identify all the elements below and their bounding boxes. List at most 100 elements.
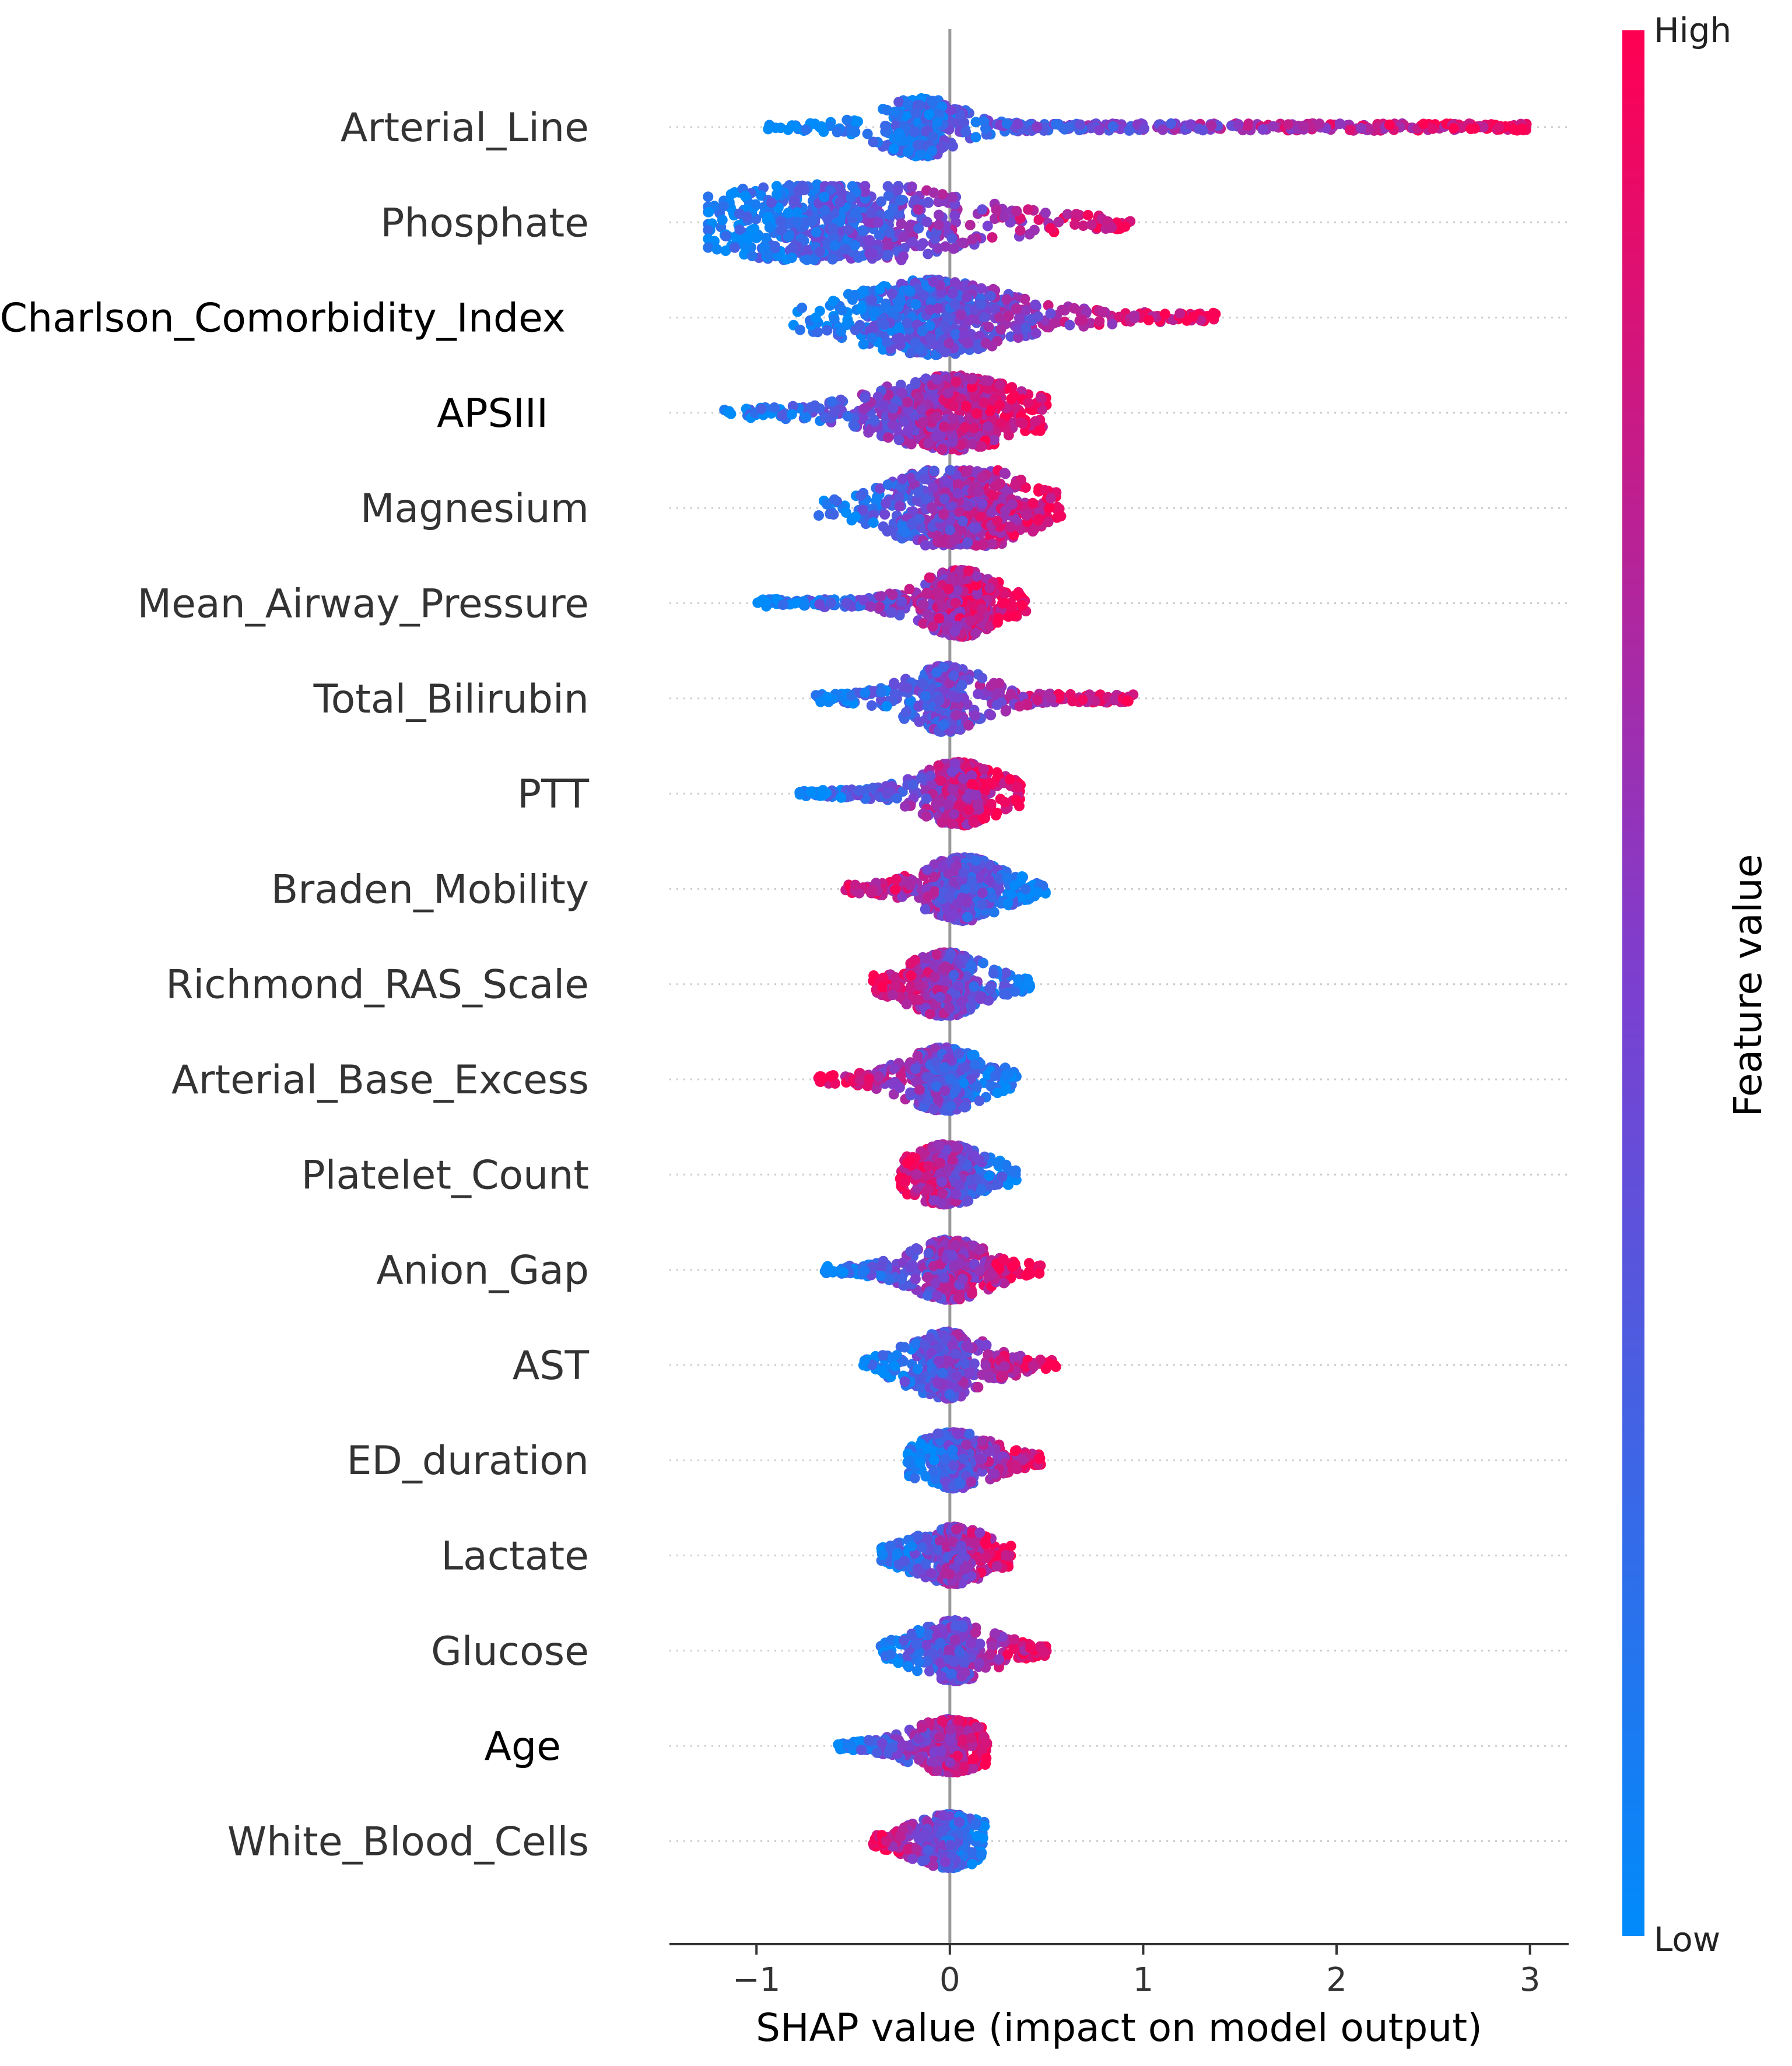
shap-point [995, 324, 1007, 335]
shap-point [1050, 119, 1061, 129]
shap-point [873, 217, 884, 228]
shap-point [825, 598, 836, 608]
shap-point [881, 701, 892, 712]
shap-point [963, 565, 974, 576]
shap-point [913, 391, 924, 402]
shap-point [1008, 611, 1019, 622]
shap-point [1032, 121, 1043, 132]
shap-point [756, 404, 767, 415]
shap-point [954, 574, 965, 585]
shap-point [924, 109, 935, 120]
shap-point [760, 597, 771, 608]
shap-point [734, 224, 745, 235]
shap-point [834, 197, 846, 208]
shap-point [934, 613, 945, 624]
shap-point [1027, 497, 1038, 508]
shap-point [1123, 696, 1134, 707]
shap-point [1197, 124, 1208, 135]
shap-point [827, 254, 838, 265]
shap-point [882, 181, 893, 192]
shap-point [1023, 397, 1034, 408]
shap-point [1029, 225, 1040, 236]
shap-point [888, 203, 899, 213]
shap-point [1014, 701, 1025, 712]
shap-point [720, 231, 731, 241]
shap-point [988, 434, 1000, 446]
shap-point [1017, 418, 1028, 429]
shap-point [1005, 689, 1016, 700]
shap-point [882, 104, 893, 115]
shap-point [836, 187, 847, 198]
shap-point [867, 294, 877, 306]
shap-point [1159, 308, 1170, 320]
shap-point [865, 208, 876, 219]
shap-point [948, 141, 958, 152]
shap-point [928, 276, 939, 287]
shap-point [920, 540, 931, 551]
shap-point [970, 627, 981, 639]
shap-point [840, 507, 851, 518]
shap-point [982, 220, 993, 231]
shap-point [999, 468, 1010, 479]
shap-point [903, 146, 913, 157]
shap-point [825, 120, 836, 131]
shap-point [810, 312, 821, 323]
shap-point [990, 480, 1001, 492]
shap-point [807, 215, 818, 226]
shap-point [1019, 293, 1030, 304]
shap-point [866, 700, 877, 711]
shap-point [836, 304, 847, 315]
shap-point [927, 502, 937, 513]
shap-point [889, 678, 900, 689]
shap-point [900, 707, 911, 718]
shap-point [970, 117, 981, 128]
shap-point [790, 121, 801, 132]
shap-point [948, 243, 959, 254]
shap-point [974, 486, 984, 497]
shap-point [987, 232, 998, 243]
shap-point [995, 418, 1007, 429]
shap-point [1094, 316, 1105, 327]
shap-point [960, 422, 971, 433]
shap-point [1129, 313, 1140, 324]
shap-point [1035, 392, 1046, 404]
shap-point [858, 285, 869, 296]
shap-point [965, 616, 976, 627]
shap-point [986, 710, 997, 721]
shap-point [952, 488, 963, 499]
shap-point [938, 720, 949, 731]
shap-point [949, 210, 960, 221]
shap-point [1314, 118, 1325, 129]
shap-point [868, 415, 879, 425]
shap-point [855, 490, 867, 501]
feature-swarm [752, 564, 1032, 642]
shap-point [956, 525, 967, 536]
shap-point [829, 240, 840, 251]
shap-point [938, 509, 949, 520]
shap-point [897, 473, 908, 485]
shap-point [867, 248, 878, 259]
shap-point [970, 132, 981, 143]
shap-point [1005, 522, 1016, 533]
shap-point [826, 396, 837, 407]
shap-point [921, 216, 932, 227]
shap-point [1021, 322, 1032, 334]
shap-point [1157, 124, 1168, 135]
shap-point [977, 499, 988, 509]
shap-point [786, 409, 797, 420]
shap-point [793, 185, 804, 196]
shap-point [916, 240, 927, 251]
shap-point [1077, 315, 1088, 326]
shap-point [937, 444, 948, 454]
shap-point [1418, 118, 1429, 129]
shap-point [928, 482, 939, 493]
shap-point [788, 242, 798, 253]
shap-point [960, 126, 971, 137]
shap-point [1033, 513, 1044, 524]
shap-point [947, 192, 958, 203]
shap-point [887, 419, 898, 430]
shap-point [933, 219, 944, 230]
shap-point [913, 204, 924, 215]
shap-point [841, 598, 852, 609]
